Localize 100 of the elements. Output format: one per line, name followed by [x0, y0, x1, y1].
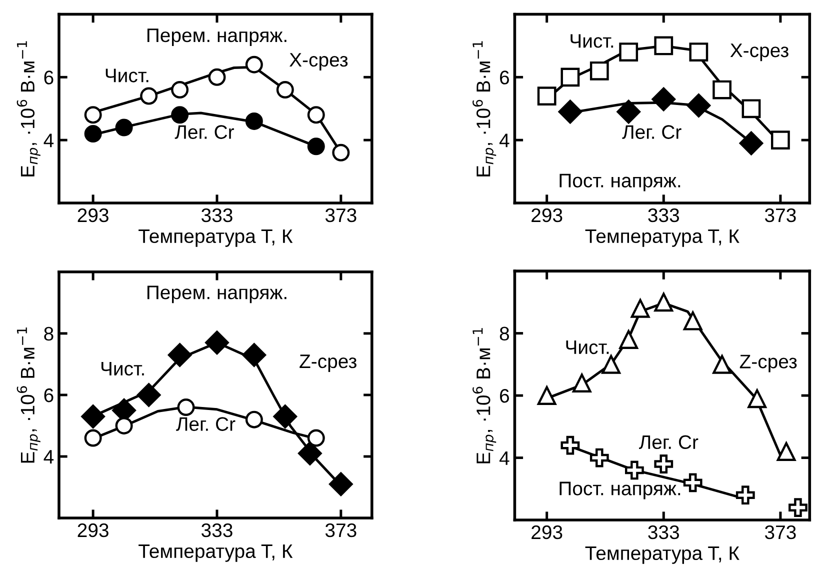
x-axis-title: Температура T, К	[138, 229, 293, 247]
annotation: Перем. напряж.	[147, 286, 286, 304]
annotation: Чист.	[570, 34, 614, 48]
point	[273, 404, 298, 428]
point	[205, 330, 229, 355]
x-tick-label: 293	[78, 523, 108, 538]
point	[652, 87, 676, 112]
point	[742, 99, 761, 118]
point	[276, 81, 294, 99]
annotation: Лег. Cr	[622, 125, 682, 139]
point	[654, 292, 674, 312]
y-tick-label: 4	[499, 451, 510, 465]
annotation: Чист.	[101, 362, 144, 376]
point	[307, 106, 325, 124]
point	[168, 343, 192, 367]
point	[115, 118, 133, 136]
point	[307, 429, 325, 447]
x-tick-label: 333	[648, 208, 680, 222]
point	[616, 100, 641, 124]
annotation: Z-срез	[740, 354, 797, 372]
annotation: Чист.	[106, 68, 148, 82]
point	[177, 398, 195, 416]
point	[712, 354, 732, 374]
y-tick-label: 6	[500, 70, 509, 84]
y-tick-label: 6	[44, 70, 54, 84]
x-tick-label: 373	[764, 525, 796, 540]
y-tick-label: 8	[500, 326, 510, 341]
point	[683, 311, 702, 330]
point	[590, 448, 609, 468]
point	[84, 106, 102, 124]
point	[630, 298, 650, 318]
point	[136, 383, 161, 407]
point	[560, 68, 580, 87]
point	[602, 354, 621, 374]
point	[242, 343, 266, 367]
point	[689, 42, 708, 62]
annotation: X-срез	[290, 53, 348, 71]
point	[171, 106, 189, 124]
annotation: Z-срез	[300, 354, 356, 372]
y-tick-label: 4	[499, 134, 510, 148]
point	[624, 460, 644, 480]
point	[683, 473, 702, 492]
point	[245, 56, 263, 74]
y-axis-title: E$_{пр}$, ·10$^{6}$ В·м$^{−1}$	[16, 328, 40, 463]
point	[619, 42, 638, 62]
x-tick-label: 333	[202, 208, 232, 222]
point	[245, 112, 263, 130]
y-axis-title: E$_{пр}$, ·10$^{6}$ В·м$^{−1}$	[16, 41, 40, 176]
y-tick-label: 6	[500, 389, 509, 403]
point	[739, 131, 764, 156]
annotation: Лег. Cr	[174, 125, 234, 139]
annotation: Пост. напряж.	[560, 174, 680, 192]
point	[654, 36, 674, 56]
point	[245, 410, 263, 428]
point	[332, 144, 350, 162]
y-axis-title: E$_{пр}$, ·10$^{6}$ В·м$^{−1}$	[472, 328, 496, 464]
point	[84, 429, 102, 447]
x-tick-label: 333	[202, 523, 232, 538]
x-tick-label: 373	[325, 208, 356, 222]
point	[537, 86, 556, 106]
point	[140, 87, 158, 105]
point	[307, 138, 325, 156]
y-tick-label: 8	[44, 326, 54, 341]
point	[686, 94, 711, 118]
point	[537, 386, 556, 405]
x-tick-label: 293	[532, 525, 562, 540]
x-axis-title: Температура T, К	[585, 229, 740, 247]
point	[771, 130, 790, 150]
annotation: Перем. напряж.	[147, 28, 286, 46]
point	[736, 486, 755, 505]
point	[208, 68, 226, 86]
point	[84, 125, 102, 143]
point	[572, 374, 592, 393]
x-tick-label: 333	[648, 525, 680, 540]
point	[81, 404, 105, 428]
point	[329, 472, 353, 496]
annotation: Чист.	[566, 340, 609, 354]
point	[712, 80, 732, 100]
point	[590, 61, 609, 80]
annotation: Пост. напряж.	[560, 482, 680, 500]
y-tick-label: 6	[44, 388, 54, 402]
annotation: X-срез	[730, 44, 788, 62]
annotation: Лег. Cr	[639, 435, 698, 450]
point	[748, 389, 767, 408]
y-tick-label: 4	[44, 134, 54, 148]
point	[298, 441, 322, 466]
x-axis-title: Температура T, К	[585, 546, 740, 564]
y-axis-title: E$_{пр}$, ·10$^{6}$ В·м$^{−1}$	[472, 41, 496, 176]
x-tick-label: 293	[532, 208, 562, 222]
point	[619, 330, 638, 349]
x-tick-label: 293	[78, 208, 108, 222]
point	[115, 416, 133, 434]
x-tick-label: 373	[325, 523, 356, 538]
y-tick-label: 4	[44, 450, 54, 464]
point	[654, 454, 674, 474]
x-tick-label: 373	[764, 208, 796, 222]
x-axis-title: Температура T, К	[138, 544, 293, 562]
point	[776, 442, 796, 461]
point	[560, 436, 580, 455]
annotation: Лег. Cr	[176, 417, 236, 431]
